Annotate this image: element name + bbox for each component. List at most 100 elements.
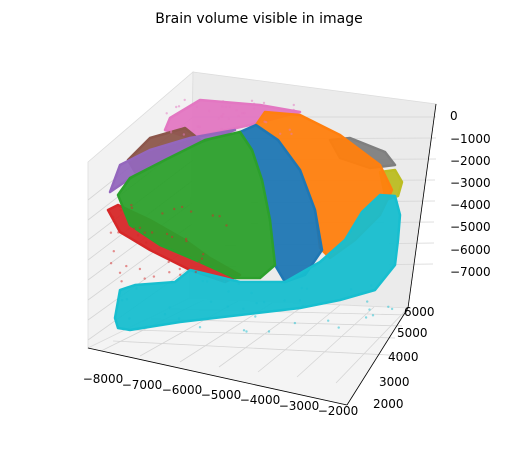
scatter-point	[150, 231, 154, 234]
scatter-point	[130, 206, 134, 210]
scatter-point	[192, 129, 195, 132]
scatter-point	[173, 207, 176, 211]
scatter-point	[220, 115, 223, 118]
scatter-point	[227, 290, 230, 293]
scatter-point	[118, 271, 122, 274]
scatter-point	[293, 321, 297, 325]
scatter-point	[220, 127, 223, 131]
scatter-point	[349, 288, 353, 291]
scatter-point	[145, 241, 148, 244]
scatter-point	[177, 105, 181, 108]
scatter-point	[198, 125, 201, 129]
x-tick-label: −5000	[201, 388, 242, 402]
scatter-point	[288, 128, 291, 131]
scatter-point	[163, 313, 167, 316]
y-tick-label: 3000	[379, 375, 410, 389]
scatter-point	[109, 262, 113, 265]
scatter-point	[170, 235, 174, 239]
scatter-point	[371, 314, 375, 317]
x-axis-line	[87, 347, 348, 406]
scatter-point	[228, 105, 231, 108]
x-tick-label: −3000	[279, 399, 320, 413]
scatter-point	[177, 317, 181, 320]
scatter-point	[366, 300, 369, 303]
scatter-point	[167, 260, 170, 264]
z-tick-labels: 0 −1000 −2000 −3000 −4000 −5000 −6000 −7000	[450, 109, 491, 279]
x-tick-label: −2000	[318, 404, 359, 418]
scatter-point	[169, 129, 173, 132]
data-points	[106, 98, 404, 333]
scatter-point	[119, 209, 123, 212]
scatter-point	[161, 212, 164, 215]
scatter-point	[112, 250, 116, 253]
scatter-point	[133, 227, 136, 230]
z-tick-label: −3000	[450, 176, 491, 190]
scatter-point	[117, 231, 120, 234]
y-tick-labels: 2000 3000 4000 5000 6000	[373, 305, 435, 411]
scatter-point	[138, 267, 142, 271]
x-tick-labels: −8000−7000 −6000−5000−4000−3000−2000	[83, 372, 359, 418]
scatter-point	[279, 132, 282, 135]
z-tick-label: −1000	[450, 132, 491, 146]
scatter-point	[225, 224, 228, 227]
scatter-point	[130, 203, 133, 207]
scatter-point	[364, 316, 368, 319]
z-axis-line	[407, 103, 437, 309]
scatter-point	[120, 299, 124, 302]
scatter-point	[209, 300, 213, 303]
scatter-point	[200, 257, 204, 260]
z-tick-label: 0	[450, 109, 458, 123]
scatter-point	[184, 237, 188, 241]
scatter-point	[337, 326, 340, 329]
scatter-point	[180, 125, 183, 128]
scatter-point	[263, 120, 266, 123]
scatter-point	[300, 286, 303, 290]
scatter-point	[152, 275, 156, 278]
scatter-point	[387, 305, 390, 308]
scatter-point	[221, 113, 225, 116]
scatter-point	[283, 299, 286, 302]
scatter-point	[198, 260, 201, 263]
scatter-point	[262, 101, 266, 105]
scatter-point	[180, 205, 184, 209]
scatter-point	[301, 304, 304, 308]
scatter-point	[175, 105, 178, 109]
x-tick-label: −6000	[162, 383, 203, 397]
y-tick-label: 2000	[373, 397, 404, 411]
scatter-point	[254, 120, 257, 124]
scatter-point	[370, 284, 373, 287]
scatter-point	[368, 308, 371, 311]
scatter-point	[195, 105, 199, 109]
scatter-point	[224, 105, 228, 108]
scatter-point	[292, 108, 295, 112]
z-tick-label: −7000	[450, 265, 491, 279]
scatter-point	[128, 317, 131, 320]
scatter-point	[168, 271, 171, 274]
scatter-point	[262, 300, 266, 304]
scatter-point	[327, 319, 330, 322]
scatter-point	[218, 215, 221, 218]
scatter-point	[125, 298, 129, 301]
scatter-point	[196, 125, 199, 128]
scatter-point	[168, 306, 171, 309]
scatter-point	[254, 315, 257, 318]
scatter-point	[390, 307, 394, 311]
scatter-point	[223, 280, 226, 283]
scatter-point	[125, 264, 128, 268]
scatter-point	[305, 287, 309, 290]
axis-lines	[87, 103, 437, 406]
scatter-point	[138, 226, 142, 229]
scatter-point	[182, 133, 186, 136]
scatter-point	[189, 210, 193, 213]
z-tick-label: −2000	[450, 154, 491, 168]
scatter-point	[243, 111, 246, 115]
scatter-point	[208, 109, 211, 113]
point-cloud	[116, 130, 277, 280]
scatter-point	[250, 99, 254, 103]
scatter-point	[217, 117, 220, 120]
z-tick-label: −5000	[450, 220, 491, 234]
scatter-point	[194, 270, 197, 274]
scatter-point	[183, 98, 186, 102]
chart-title: Brain volume visible in image	[155, 11, 362, 27]
scatter-point	[221, 100, 225, 103]
